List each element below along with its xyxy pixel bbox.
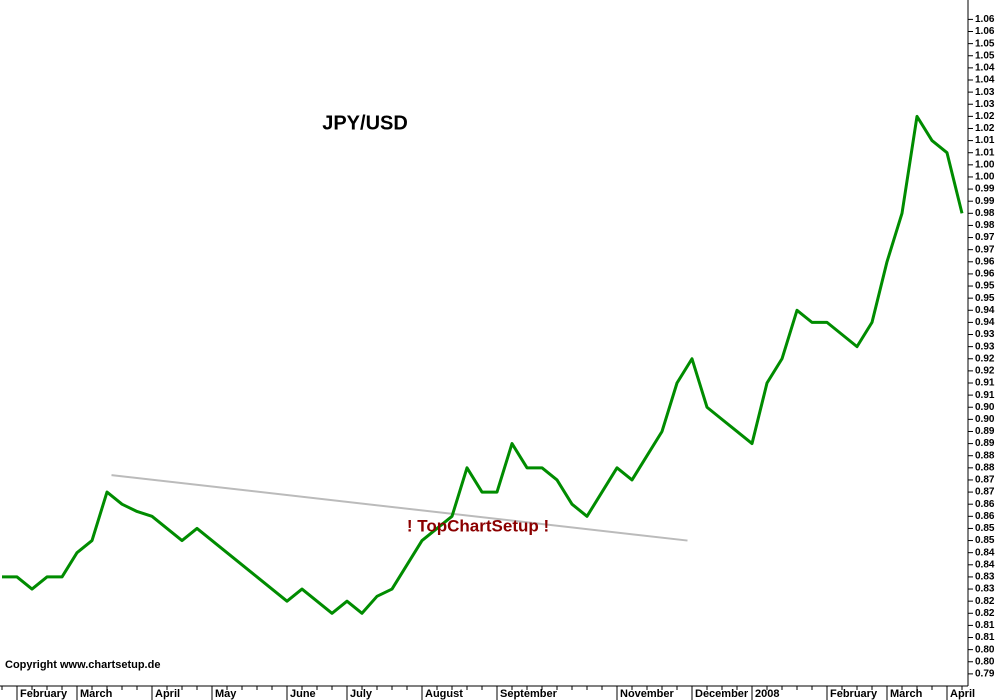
y-tick-label: 0.97 xyxy=(975,244,995,255)
y-tick-label: 0.94 xyxy=(975,305,995,316)
y-tick-label: 0.95 xyxy=(975,281,995,292)
y-tick-label: 0.96 xyxy=(975,256,995,267)
y-tick-label: 1.06 xyxy=(975,26,995,37)
y-tick-label: 0.82 xyxy=(975,608,995,619)
y-tick-label: 1.00 xyxy=(975,172,995,183)
y-tick-label: 1.02 xyxy=(975,111,995,122)
price-line xyxy=(2,114,964,615)
x-tick-label: July xyxy=(350,688,373,700)
y-tick-label: 0.83 xyxy=(975,584,995,595)
y-tick-label: 0.85 xyxy=(975,535,995,546)
y-tick-label: 0.81 xyxy=(975,632,995,643)
x-tick-label: 2008 xyxy=(755,688,779,700)
y-tick-label: 0.81 xyxy=(975,620,995,631)
y-tick-label: 0.87 xyxy=(975,475,995,486)
x-tick-label: March xyxy=(890,688,923,700)
y-tick-label: 0.98 xyxy=(975,208,995,219)
y-tick-label: 0.91 xyxy=(975,378,995,389)
x-tick-label: September xyxy=(500,688,558,700)
y-tick-label: 0.84 xyxy=(975,547,995,558)
y-tick-label: 0.94 xyxy=(975,317,995,328)
x-tick-label: May xyxy=(215,688,237,700)
y-tick-label: 0.90 xyxy=(975,402,995,413)
y-tick-label: 1.01 xyxy=(975,135,995,146)
y-tick-label: 0.86 xyxy=(975,511,995,522)
y-tick-label: 0.99 xyxy=(975,184,995,195)
x-tick-label: December xyxy=(695,688,749,700)
y-tick-label: 0.83 xyxy=(975,572,995,583)
trendline xyxy=(111,474,688,542)
y-tick-label: 0.90 xyxy=(975,414,995,425)
y-tick-label: 0.96 xyxy=(975,269,995,280)
y-tick-label: 1.03 xyxy=(975,87,995,98)
y-tick-label: 1.02 xyxy=(975,123,995,134)
chart-title: JPY/USD xyxy=(322,112,408,134)
y-tick-label: 0.89 xyxy=(975,438,995,449)
x-tick-label: November xyxy=(620,688,675,700)
y-tick-label: 0.86 xyxy=(975,499,995,510)
y-tick-label: 1.06 xyxy=(975,14,995,25)
y-tick-label: 1.05 xyxy=(975,38,995,49)
y-tick-label: 1.03 xyxy=(975,99,995,110)
annotation: ! TopChartSetup ! xyxy=(407,516,549,535)
y-tick-label: 0.91 xyxy=(975,390,995,401)
y-tick-label: 0.97 xyxy=(975,232,995,243)
x-tick-label: February xyxy=(20,688,68,700)
x-tick-label: February xyxy=(830,688,878,700)
copyright: Copyright www.chartsetup.de xyxy=(5,659,160,671)
y-tick-label: 0.82 xyxy=(975,596,995,607)
x-tick-label: April xyxy=(950,688,975,700)
y-tick-label: 1.00 xyxy=(975,159,995,170)
y-tick-label: 0.84 xyxy=(975,559,995,570)
y-tick-label: 0.85 xyxy=(975,523,995,534)
y-tick-label: 1.04 xyxy=(975,63,995,74)
y-tick-label: 0.80 xyxy=(975,644,995,655)
y-tick-label: 0.93 xyxy=(975,341,995,352)
y-tick-label: 0.98 xyxy=(975,220,995,231)
y-tick-label: 0.88 xyxy=(975,450,995,461)
y-tick-label: 0.92 xyxy=(975,366,995,377)
y-tick-label: 0.89 xyxy=(975,426,995,437)
y-tick-label: 0.79 xyxy=(975,669,995,680)
x-tick-label: June xyxy=(290,688,316,700)
x-tick-label: March xyxy=(80,688,113,700)
y-tick-label: 0.93 xyxy=(975,329,995,340)
x-tick-label: April xyxy=(155,688,180,700)
y-tick-label: 0.88 xyxy=(975,462,995,473)
y-tick-label: 0.95 xyxy=(975,293,995,304)
y-tick-label: 0.99 xyxy=(975,196,995,207)
y-tick-label: 0.80 xyxy=(975,656,995,667)
x-tick-label: August xyxy=(425,688,463,700)
y-tick-label: 0.92 xyxy=(975,353,995,364)
y-tick-label: 1.04 xyxy=(975,75,995,86)
y-tick-label: 1.01 xyxy=(975,147,995,158)
y-tick-label: 1.05 xyxy=(975,50,995,61)
y-tick-label: 0.87 xyxy=(975,487,995,498)
